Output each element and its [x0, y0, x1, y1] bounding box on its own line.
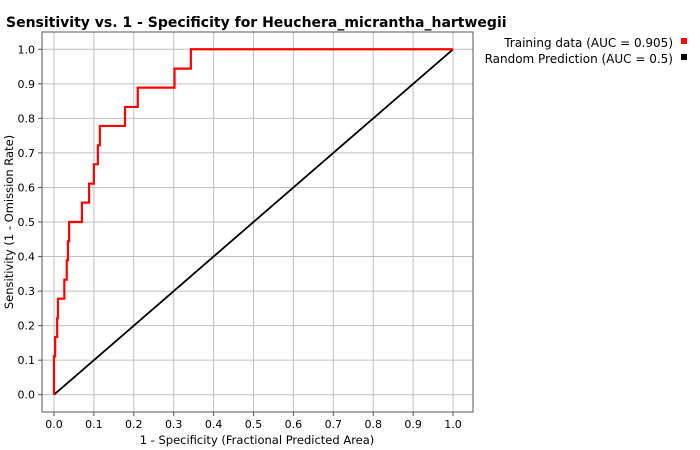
x-axis-ticks: 0.0 0.1 0.2 0.3 0.4 0.5 0.6 0.7 0.8 0.9 1.0 [45, 412, 462, 431]
x-tick-label: 0.7 [325, 418, 343, 431]
series-line-training [52, 48, 454, 395]
y-tick-label: 0.1 [18, 354, 36, 367]
y-tick-label: 0.3 [18, 285, 36, 298]
y-tick-label: 0.0 [18, 389, 36, 402]
y-tick-label: 0.6 [18, 181, 36, 194]
x-tick-label: 0.8 [364, 418, 382, 431]
x-axis-label: 1 - Specificity (Fractional Predicted Ar… [140, 433, 375, 447]
x-tick-label: 0.2 [125, 418, 143, 431]
x-tick-label: 0.1 [85, 418, 103, 431]
series-layer [52, 48, 454, 396]
legend-swatch-random [681, 54, 687, 60]
x-tick-label: 0.6 [285, 418, 303, 431]
x-tick-label: 0.0 [45, 418, 63, 431]
y-tick-label: 0.7 [18, 147, 36, 160]
series-line-random [53, 48, 454, 396]
y-axis-label: Sensitivity (1 - Omission Rate) [2, 135, 16, 309]
y-tick-label: 0.2 [18, 320, 36, 333]
x-tick-label: 0.9 [404, 418, 422, 431]
x-tick-label: 1.0 [444, 418, 462, 431]
legend: Training data (AUC = 0.905) Random Predi… [485, 36, 687, 66]
x-tick-label: 0.3 [165, 418, 183, 431]
plot-area [41, 31, 474, 413]
legend-swatch-training [681, 38, 687, 44]
y-tick-label: 0.8 [18, 112, 36, 125]
y-tick-label: 0.5 [18, 216, 36, 229]
y-tick-label: 0.9 [18, 78, 36, 91]
legend-entry-random: Random Prediction (AUC = 0.5) [485, 52, 673, 66]
x-tick-label: 0.5 [245, 418, 263, 431]
x-tick-label: 0.4 [205, 418, 223, 431]
chart-title: Sensitivity vs. 1 - Specificity for Heuc… [6, 15, 507, 31]
y-tick-label: 0.4 [18, 251, 36, 264]
y-tick-label: 1.0 [18, 43, 36, 56]
y-axis-ticks: 0.0 0.1 0.2 0.3 0.4 0.5 0.6 0.7 0.8 0.9 1.0 [18, 43, 42, 402]
legend-entry-training: Training data (AUC = 0.905) [503, 36, 673, 50]
